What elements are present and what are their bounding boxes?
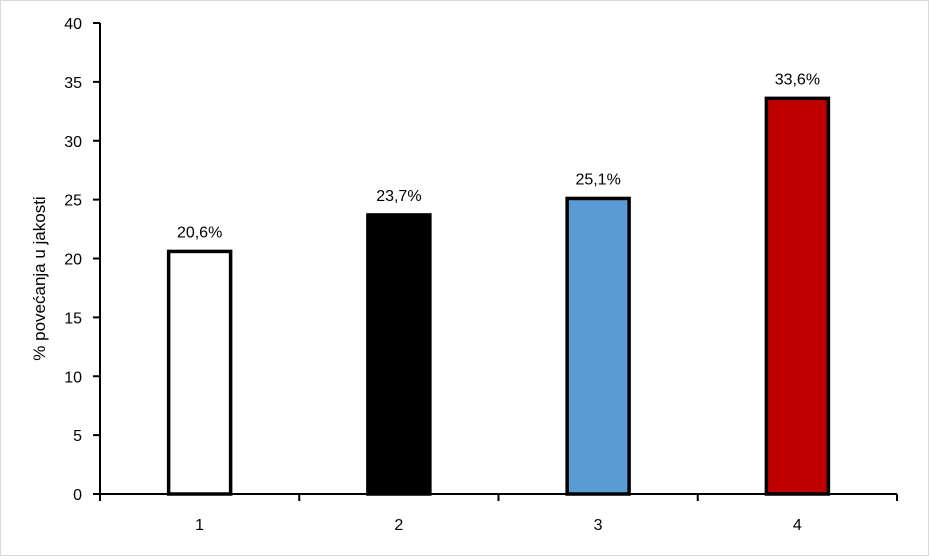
y-tick-label: 5 [73,428,82,445]
y-axis-title: % povećanja u jakosti [30,196,49,360]
bar [565,196,631,496]
bar-data-label: 23,7% [376,188,421,205]
bar [166,249,233,496]
y-tick-label: 0 [73,487,82,504]
y-tick-label: 15 [64,310,82,327]
x-tick-label: 1 [195,517,204,534]
y-tick-label: 25 [64,193,82,210]
bar-data-label: 20,6% [177,224,222,241]
y-tick-label: 10 [64,369,82,386]
x-axis-ticks: 1 2 3 4 [99,494,898,534]
data-labels: 20,6% 23,7% 25,1% 33,6% [177,71,820,241]
x-tick-label: 3 [594,517,603,534]
x-tick-label: 4 [793,517,802,534]
bar [366,213,432,496]
y-tick-label: 20 [64,252,82,269]
y-tick-label: 30 [64,134,82,151]
y-tick-label: 40 [64,16,82,33]
x-tick-label: 2 [394,517,403,534]
bar-data-label: 33,6% [775,71,820,88]
bar-data-label: 25,1% [575,171,620,188]
y-tick-label: 35 [64,75,82,92]
y-axis-ticks: 0 5 10 15 20 25 30 35 40 [64,16,100,504]
bar [764,96,831,496]
bars [166,96,831,496]
